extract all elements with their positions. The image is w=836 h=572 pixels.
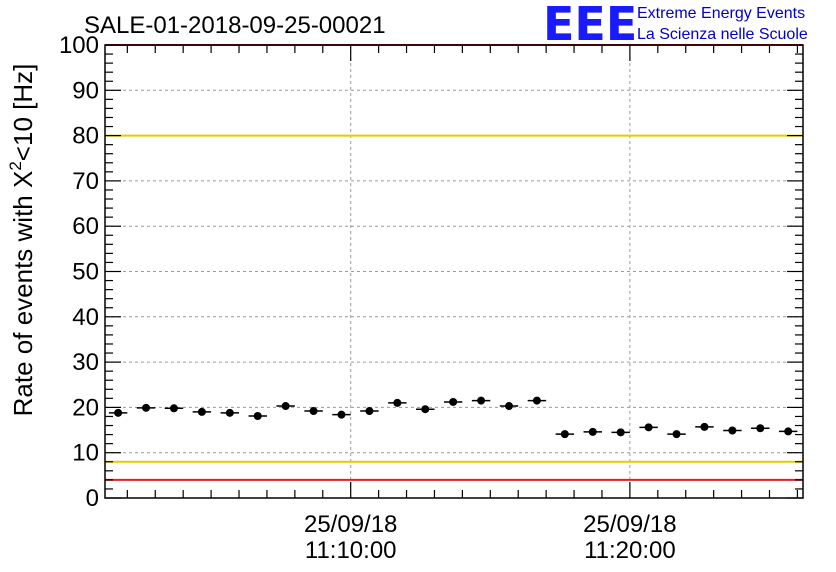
chart-title: SALE-01-2018-09-25-00021 [84,12,386,39]
y-tick-label: 100 [59,32,99,59]
data-point [281,402,290,411]
data-point [784,427,793,436]
data-point [169,404,178,413]
data-point [365,407,374,416]
data-point [421,405,430,414]
data-point [309,407,318,416]
y-tick-label: 30 [72,349,99,376]
data-point [756,424,765,433]
x-tick-label-date: 25/09/18 [304,511,397,538]
y-tick-label: 40 [72,304,99,331]
data-point [728,426,737,435]
data-point [672,430,681,439]
data-point [477,396,486,405]
x-tick-label-date: 25/09/18 [583,511,676,538]
y-tick-label: 80 [72,123,99,150]
data-point [532,396,541,405]
data-points [108,396,798,439]
logo-line2: La Scienza nelle Scuole [637,26,808,43]
data-point [616,428,625,437]
y-tick-label: 70 [72,168,99,195]
data-point [449,397,458,406]
y-tick-label: 60 [72,213,99,240]
logo-mark: EEE [543,0,637,51]
grid [105,45,803,498]
data-point [114,408,123,417]
data-point [197,407,206,416]
y-axis-label: Rate of events with X2<10 [Hz] [6,64,38,417]
logo: EEE Extreme Energy Events La Scienza nel… [543,0,808,51]
y-tick-label: 90 [72,77,99,104]
data-point [393,398,402,407]
data-point [700,422,709,431]
logo-line1: Extreme Energy Events [637,5,805,22]
data-point [337,410,346,419]
data-point [505,402,514,411]
data-point [225,408,234,417]
data-point [142,403,151,412]
y-axis: 0 10 20 30 40 50 60 70 80 90 100 [59,32,803,512]
x-tick-label-time: 11:10:00 [305,537,397,564]
y-tick-label: 0 [86,485,99,512]
data-point [644,423,653,432]
y-tick-label: 20 [72,394,99,421]
y-tick-label: 50 [72,259,99,286]
data-point [588,427,597,436]
reference-lines [105,44,803,481]
x-tick-label-time: 11:20:00 [584,537,676,564]
data-point [560,430,569,439]
data-point [253,412,262,421]
y-tick-label: 10 [72,440,99,467]
